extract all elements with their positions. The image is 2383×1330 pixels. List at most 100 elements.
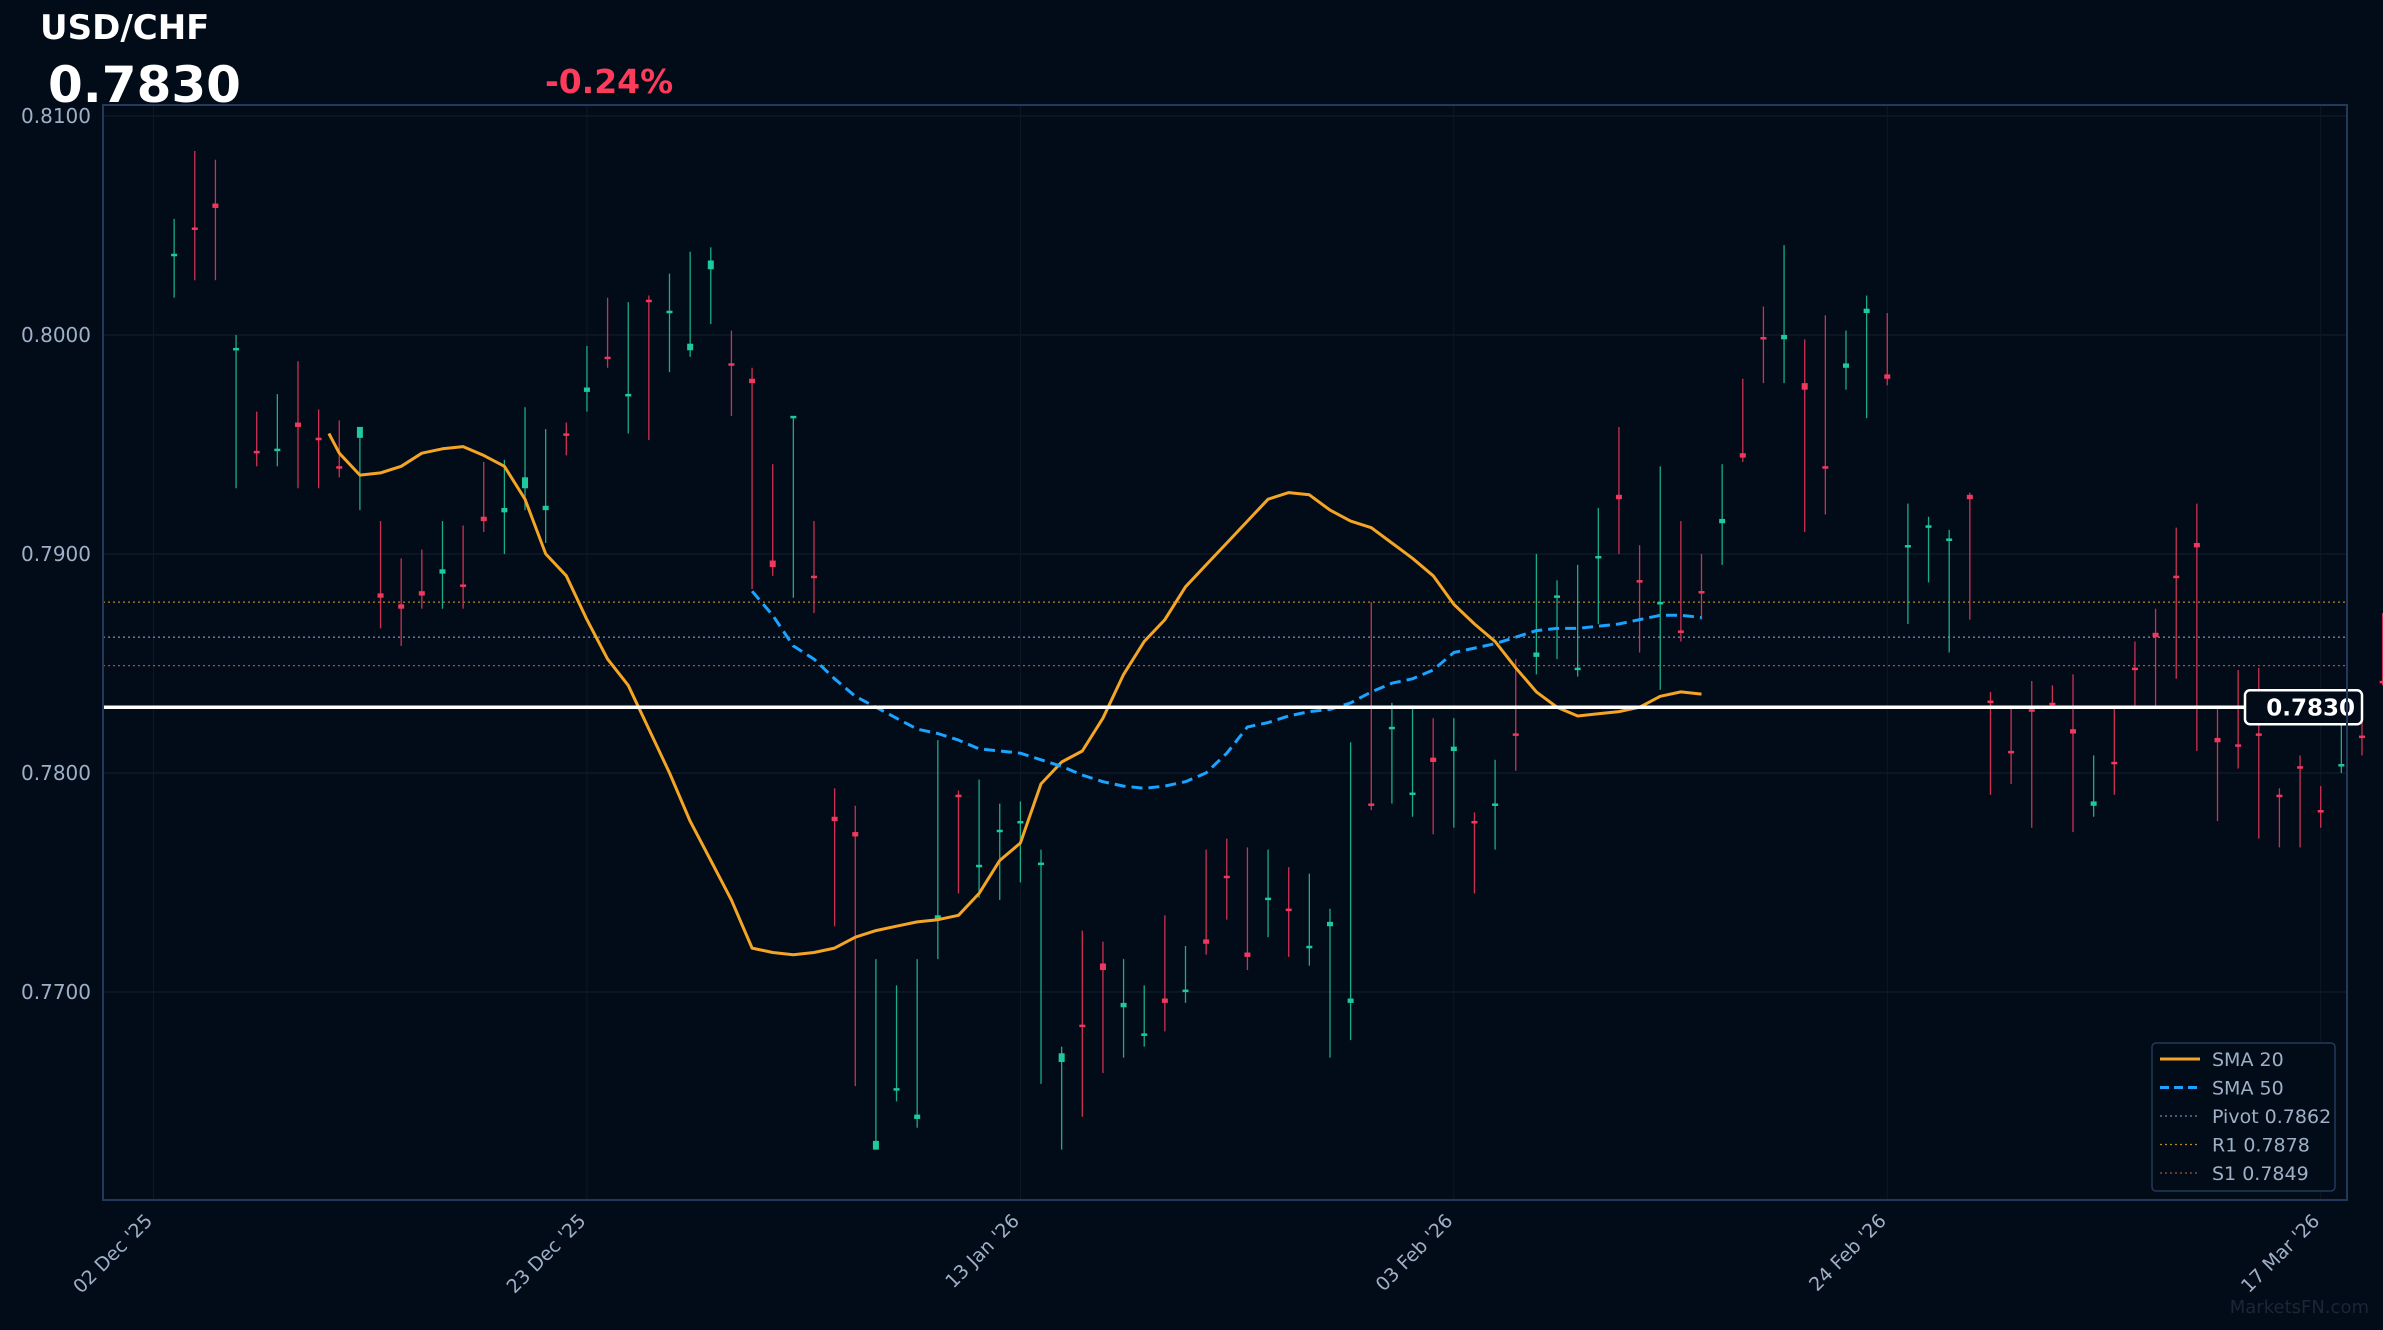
candle-body: [1388, 726, 1395, 730]
candle-body: [253, 450, 260, 454]
candle-body: [955, 794, 962, 798]
candle-body: [1863, 308, 1870, 314]
legend-label-r1: R1 0.7878: [2212, 1135, 2310, 1157]
candle-body: [1223, 875, 1230, 879]
candle: [2297, 755, 2304, 848]
candle-body: [439, 569, 446, 574]
candle-body: [1368, 803, 1375, 806]
candle-body: [2193, 543, 2200, 548]
candle: [1554, 580, 1561, 660]
candle: [1058, 1046, 1065, 1150]
candle-body: [1450, 746, 1457, 752]
candle: [460, 525, 467, 609]
candle: [212, 159, 219, 281]
candle-body: [749, 378, 756, 384]
candle: [976, 779, 983, 898]
candle: [2379, 613, 2383, 686]
candle-body: [1884, 374, 1891, 379]
x-tick-label: 02 Dec '25: [69, 1210, 157, 1298]
candle-body: [1554, 595, 1561, 598]
candle-body: [1244, 952, 1251, 957]
legend-label-sma50: SMA 50: [2212, 1078, 2284, 1100]
candle: [1347, 742, 1354, 1041]
candle: [439, 521, 446, 609]
legend: SMA 20 SMA 50 Pivot 0.7862 R1 0.7878 S1 0.78…: [2151, 1042, 2336, 1192]
candle-body: [2173, 575, 2180, 579]
candle: [2173, 527, 2180, 679]
candle-body: [1306, 945, 1313, 949]
candle-body: [1203, 939, 1210, 944]
candle: [398, 558, 405, 646]
candle: [645, 295, 652, 441]
candle-body: [294, 422, 301, 427]
x-tick-label: 03 Feb '26: [1372, 1210, 1458, 1296]
candle: [872, 959, 879, 1150]
candle: [955, 790, 962, 894]
candle-body: [1739, 453, 1746, 458]
candle: [418, 549, 425, 609]
candle-body: [460, 584, 467, 587]
candle-body: [872, 1140, 879, 1150]
candle-body: [1533, 652, 1540, 657]
candle-body: [1430, 757, 1437, 762]
candle-body: [934, 915, 941, 920]
candle-body: [1079, 1024, 1086, 1028]
candle-body: [2214, 737, 2221, 743]
y-tick-label: 0.7800: [21, 761, 91, 785]
candle: [253, 411, 260, 467]
y-tick-label: 0.7700: [21, 980, 91, 1004]
candle-body: [707, 260, 714, 270]
candle: [1223, 838, 1230, 920]
candle-body: [666, 310, 673, 314]
candle-body: [1925, 525, 1932, 528]
candle: [996, 803, 1003, 900]
sma20-line: [327, 432, 1702, 957]
candle-body: [2090, 801, 2097, 806]
candle-body: [831, 816, 838, 822]
candle: [1079, 930, 1086, 1117]
candle: [625, 302, 632, 434]
candle-body: [893, 1088, 900, 1091]
candle-body: [233, 347, 240, 351]
candle-body: [522, 477, 529, 489]
candle: [1966, 492, 1973, 620]
candle-body: [687, 343, 694, 351]
candle: [2276, 788, 2283, 848]
candle-body: [1842, 363, 1849, 368]
candle: [1141, 985, 1148, 1047]
candle: [1161, 915, 1168, 1032]
candle-body: [976, 864, 983, 868]
legend-box: [2151, 1042, 2336, 1192]
candle: [1265, 849, 1272, 938]
candle: [1595, 507, 1602, 625]
symbol-title: USD/CHF: [40, 8, 210, 48]
candle: [1946, 529, 1953, 653]
candle: [1822, 315, 1829, 515]
candle: [583, 345, 590, 412]
candle-body: [2255, 733, 2262, 736]
price-change: -0.24%: [545, 62, 674, 101]
candle: [191, 150, 198, 281]
candle: [1904, 503, 1911, 625]
candle-body: [480, 516, 487, 522]
candle: [563, 422, 570, 456]
candle: [1801, 339, 1808, 533]
x-axis: 02 Dec '25 23 Dec '25 13 Jan '26 03 Feb '26…: [69, 1210, 2324, 1298]
candle-body: [1141, 1033, 1148, 1036]
candle-body: [2317, 810, 2324, 813]
candle-body: [1099, 963, 1106, 971]
candle-body: [418, 591, 425, 596]
candle: [790, 415, 797, 598]
y-tick-label: 0.8000: [21, 323, 91, 347]
candle-body: [1161, 998, 1168, 1003]
candle: [831, 788, 838, 927]
candle: [274, 394, 281, 467]
candle: [810, 521, 817, 614]
candle-body: [501, 507, 508, 513]
grid: [103, 105, 2347, 1200]
candle: [749, 367, 756, 589]
candle-body: [1698, 591, 1705, 594]
candle-body: [1058, 1053, 1065, 1063]
candle-body: [1822, 466, 1829, 469]
